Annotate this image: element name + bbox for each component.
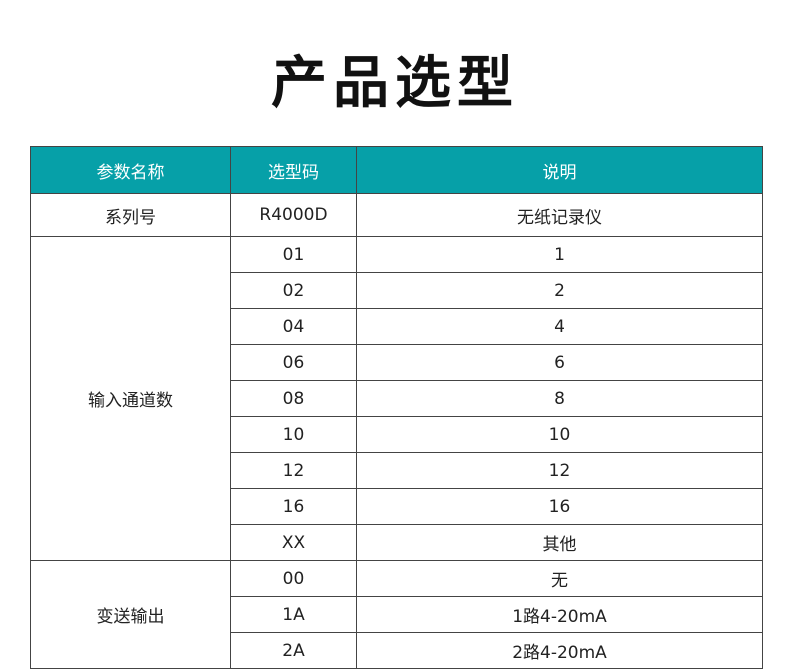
code-cell: R4000D (230, 193, 357, 237)
code-cell: 02 (230, 272, 357, 309)
desc-cell: 1路4-20mA (356, 596, 763, 633)
param-name: 系列号 (30, 193, 231, 237)
code-cell: XX (230, 524, 357, 561)
table-row: 06 6 (31, 344, 763, 381)
selection-table: 参数名称 选型码 说明 系列号 R4000D 无纸记录仪 输入通道数 01 1 02 2… (30, 146, 763, 669)
desc-cell: 12 (356, 452, 763, 489)
table-row: 变送输出 00 无 (30, 560, 763, 669)
code-cell: 12 (230, 452, 357, 489)
desc-cell: 8 (356, 380, 763, 417)
table-row: 系列号 R4000D 无纸记录仪 (30, 193, 763, 237)
desc-cell: 16 (356, 488, 763, 525)
table-row: 02 2 (31, 272, 763, 309)
code-cell: 08 (230, 380, 357, 417)
desc-cell: 2 (356, 272, 763, 309)
code-cell: 2A (230, 632, 357, 669)
desc-cell: 1 (356, 236, 763, 273)
table-row: 1A 1路4-20mA (31, 596, 763, 633)
table-row: 12 12 (31, 452, 763, 489)
page-title: 产品选型 (271, 51, 519, 116)
code-cell: 1A (230, 596, 357, 633)
code-cell: 06 (230, 344, 357, 381)
header-row: 参数名称 选型码 说明 (30, 146, 763, 194)
desc-cell: 其他 (356, 524, 763, 561)
header-desc: 说明 (356, 146, 763, 194)
desc-cell: 2路4-20mA (356, 632, 763, 669)
code-cell: 16 (230, 488, 357, 525)
desc-cell: 无纸记录仪 (356, 193, 763, 237)
desc-cell: 6 (356, 344, 763, 381)
table-row: XX 其他 (31, 524, 763, 561)
param-name: 输入通道数 (30, 236, 231, 561)
table-row: 输入通道数 01 1 (30, 236, 763, 561)
code-cell: 00 (230, 560, 357, 597)
table-row: 16 16 (31, 488, 763, 525)
desc-cell: 10 (356, 416, 763, 453)
header-code: 选型码 (230, 146, 357, 194)
code-cell: 10 (230, 416, 357, 453)
desc-cell: 4 (356, 308, 763, 345)
param-name: 变送输出 (30, 560, 231, 669)
code-cell: 01 (230, 236, 357, 273)
header-param: 参数名称 (30, 146, 231, 194)
code-cell: 04 (230, 308, 357, 345)
desc-cell: 无 (356, 560, 763, 597)
